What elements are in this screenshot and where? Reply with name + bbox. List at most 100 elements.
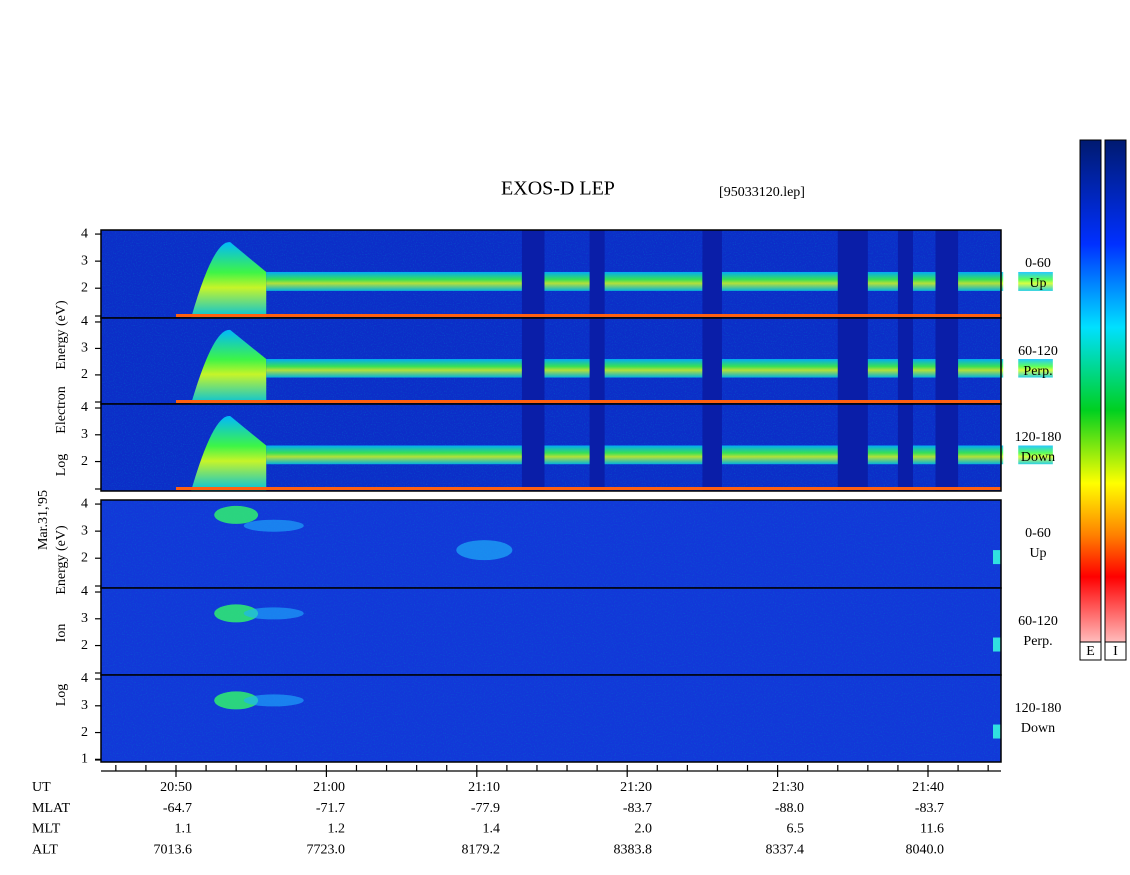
ion-tail <box>243 607 304 620</box>
row-value: 8179.2 <box>462 842 501 857</box>
y-tick-label: 3 <box>81 427 88 442</box>
row-value: 8337.4 <box>766 842 805 857</box>
ion-tail <box>243 694 304 707</box>
band <box>536 359 703 378</box>
band <box>536 445 703 465</box>
row-value: 7723.0 <box>307 842 346 857</box>
band <box>266 359 522 378</box>
panel-frame <box>100 674 1002 763</box>
y-tick-label: 2 <box>81 454 88 469</box>
color-bars <box>1079 139 1127 661</box>
row-value: 2.0 <box>635 822 653 837</box>
row-value: -71.7 <box>316 801 345 816</box>
band <box>1018 445 1053 465</box>
row-value: -83.7 <box>915 801 944 816</box>
row-value: -77.9 <box>471 801 500 816</box>
panel-label: 120-180 <box>1015 430 1062 445</box>
row-value: 7013.6 <box>154 842 193 857</box>
gap <box>521 230 545 318</box>
gap <box>935 230 959 318</box>
ion-edge <box>993 724 1001 739</box>
y-tick-label: 2 <box>81 725 88 740</box>
spectrograms <box>100 229 1053 763</box>
row-name: UT <box>32 780 51 795</box>
panel-noise <box>101 675 1001 762</box>
y-tick-label: 2 <box>81 550 88 565</box>
low-edge <box>176 400 1001 403</box>
y-tick-label: 4 <box>81 314 88 329</box>
panel-label: 120-180 <box>1015 701 1062 716</box>
burst <box>191 329 267 404</box>
y-tick-label: 1 <box>81 752 88 767</box>
color-bar <box>1079 139 1102 661</box>
y-tick-label: 4 <box>81 496 88 511</box>
row-value: -64.7 <box>163 801 192 816</box>
y-tick-label: 3 <box>81 253 88 268</box>
panel-noise <box>101 588 1001 675</box>
row-value: -88.0 <box>775 801 804 816</box>
y-tick-label: 3 <box>81 523 88 538</box>
panel-label: 60-120 <box>1018 614 1058 629</box>
y-tick-label: 2 <box>81 638 88 653</box>
y-tick-label: 4 <box>81 584 88 599</box>
y-axis-label: Energy (eV) <box>54 525 69 595</box>
row-value: 1.4 <box>483 822 501 837</box>
gap <box>521 318 545 404</box>
ion-feature <box>456 540 513 561</box>
gap <box>935 318 959 404</box>
y-axis-label: Log <box>54 454 69 477</box>
row-value: 8383.8 <box>614 842 653 857</box>
gap <box>935 404 959 491</box>
row-name: ALT <box>32 842 58 857</box>
y-tick-label: 2 <box>81 367 88 382</box>
gap <box>897 404 913 491</box>
gap <box>837 318 868 404</box>
row-value: 1.2 <box>328 822 346 837</box>
panel-label: Perp. <box>1023 364 1052 379</box>
color-bar <box>1104 139 1127 661</box>
color-bar-box <box>1079 641 1102 661</box>
gap <box>589 230 605 318</box>
panel-label: 0-60 <box>1025 526 1051 541</box>
gap <box>897 230 913 318</box>
y-axis-label: Electron <box>54 386 69 433</box>
row-value: -83.7 <box>623 801 652 816</box>
band <box>1018 271 1053 291</box>
panel-label: Up <box>1029 276 1046 291</box>
y-axis-label: Energy (eV) <box>54 300 69 370</box>
gap <box>897 318 913 404</box>
gap <box>837 230 868 318</box>
panel-label: Perp. <box>1023 634 1052 649</box>
ion-edge <box>993 637 1001 652</box>
band <box>266 271 522 291</box>
y-tick-label: 3 <box>81 698 88 713</box>
burst <box>191 242 267 318</box>
row-name: MLAT <box>32 801 71 816</box>
color-bar-label: E <box>1086 644 1095 659</box>
y-axis-label: Log <box>54 684 69 707</box>
gap <box>702 230 722 318</box>
color-bar-box <box>1104 641 1127 661</box>
color-bar-label: I <box>1113 644 1118 659</box>
row-value: 21:20 <box>620 780 652 795</box>
y-tick-label: 2 <box>81 280 88 295</box>
y-axis-label: Ion <box>54 624 69 643</box>
y-tick-label: 3 <box>81 611 88 626</box>
row-value: 21:40 <box>912 780 944 795</box>
low-edge <box>176 314 1001 317</box>
row-value: 8040.0 <box>906 842 945 857</box>
ion-edge <box>993 550 1001 565</box>
panel-label: 0-60 <box>1025 256 1051 271</box>
gap <box>702 404 722 491</box>
panel-label: Up <box>1029 546 1046 561</box>
burst <box>191 415 267 491</box>
gap <box>702 318 722 404</box>
panel-frame <box>100 403 1002 492</box>
row-value: 21:10 <box>468 780 500 795</box>
row-value: 1.1 <box>175 822 193 837</box>
gap <box>589 318 605 404</box>
row-value: 20:50 <box>160 780 192 795</box>
band <box>1018 359 1053 378</box>
panel-label: 60-120 <box>1018 344 1058 359</box>
